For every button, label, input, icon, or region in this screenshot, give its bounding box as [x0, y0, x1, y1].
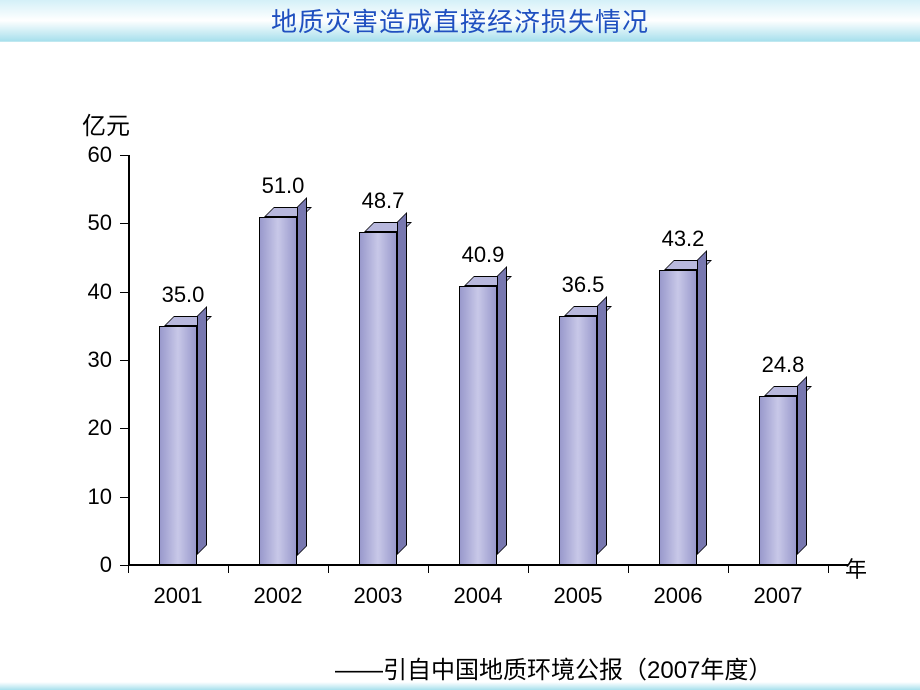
bar — [659, 270, 697, 565]
chart-area: 010203040506035.0200151.0200248.7200340.… — [60, 155, 830, 565]
bar-front — [659, 270, 697, 565]
x-tick — [628, 565, 629, 573]
x-tick — [428, 565, 429, 573]
x-tick — [228, 565, 229, 573]
bar-side — [497, 266, 507, 555]
bar-value-label: 36.5 — [562, 272, 605, 298]
bar-side — [797, 376, 807, 555]
x-tick — [728, 565, 729, 573]
y-tick — [120, 223, 128, 224]
x-tick — [828, 565, 829, 573]
bar-front — [259, 217, 297, 566]
bar-front — [459, 286, 497, 565]
y-tick — [120, 497, 128, 498]
footer-gradient — [0, 682, 920, 690]
bar-value-label: 24.8 — [762, 352, 805, 378]
bar-front — [759, 396, 797, 565]
bar-side — [197, 306, 207, 555]
y-axis-unit: 亿元 — [82, 106, 130, 141]
x-tick-label: 2005 — [554, 583, 603, 609]
bar — [359, 232, 397, 565]
bar-front — [559, 316, 597, 565]
y-tick-label: 50 — [88, 210, 112, 236]
y-tick — [120, 292, 128, 293]
bar — [259, 217, 297, 566]
y-tick — [120, 565, 128, 566]
bar-side — [297, 197, 307, 556]
bar-value-label: 51.0 — [262, 173, 305, 199]
x-tick-label: 2007 — [754, 583, 803, 609]
y-tick-label: 10 — [88, 484, 112, 510]
x-tick — [528, 565, 529, 573]
bar — [459, 286, 497, 565]
bar-value-label: 40.9 — [462, 242, 505, 268]
bar — [759, 396, 797, 565]
y-tick — [120, 360, 128, 361]
x-tick-label: 2004 — [454, 583, 503, 609]
bar-side — [597, 296, 607, 555]
title-bar: 地质灾害造成直接经济损失情况 — [0, 0, 920, 42]
y-tick — [120, 428, 128, 429]
y-tick-label: 40 — [88, 279, 112, 305]
y-tick — [120, 155, 128, 156]
x-tick — [128, 565, 129, 573]
source-citation: ——引自中国地质环境公报（2007年度） — [335, 650, 772, 685]
bar-value-label: 43.2 — [662, 226, 705, 252]
bar — [159, 326, 197, 565]
x-tick-label: 2001 — [154, 583, 203, 609]
x-tick-label: 2003 — [354, 583, 403, 609]
x-tick-label: 2002 — [254, 583, 303, 609]
x-tick-label: 2006 — [654, 583, 703, 609]
bar-value-label: 35.0 — [162, 282, 205, 308]
bar-value-label: 48.7 — [362, 188, 405, 214]
chart-title: 地质灾害造成直接经济损失情况 — [271, 2, 649, 39]
y-tick-label: 0 — [100, 552, 112, 578]
bar-front — [159, 326, 197, 565]
x-tick — [328, 565, 329, 573]
y-tick-label: 20 — [88, 415, 112, 441]
bar-side — [697, 250, 707, 555]
bar-front — [359, 232, 397, 565]
y-axis — [128, 155, 130, 565]
bar-side — [397, 212, 407, 555]
y-tick-label: 30 — [88, 347, 112, 373]
bar — [559, 316, 597, 565]
y-tick-label: 60 — [88, 142, 112, 168]
x-axis-unit: 年 — [845, 552, 867, 584]
